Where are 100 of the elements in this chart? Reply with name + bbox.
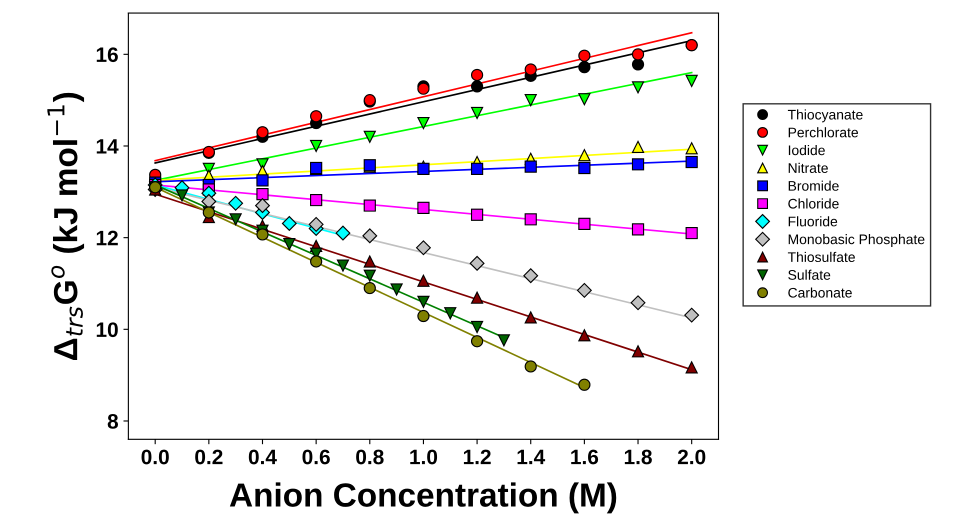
- point: [176, 189, 188, 202]
- y-tick-label: 14: [96, 139, 119, 154]
- point: [578, 149, 590, 162]
- y-tick-label: 10: [96, 322, 118, 338]
- point: [310, 255, 322, 268]
- legend-label: Thiocyanate: [788, 109, 863, 122]
- legend-label: Nitrate: [788, 162, 828, 173]
- point: [364, 270, 376, 282]
- point: [684, 308, 700, 323]
- point: [390, 283, 403, 296]
- legend-label: Chloride: [788, 198, 839, 209]
- legend-label: Fluoride: [788, 216, 838, 226]
- point: [632, 140, 644, 154]
- point: [686, 226, 698, 240]
- point: [578, 378, 590, 391]
- point: [632, 345, 644, 358]
- point: [336, 260, 350, 272]
- point: [310, 194, 322, 206]
- point: [578, 50, 590, 62]
- legend-label: Carbonate: [788, 287, 852, 298]
- point: [364, 282, 376, 294]
- legend-label: Bromide: [788, 180, 839, 191]
- point: [228, 196, 244, 211]
- point: [524, 94, 537, 106]
- point: [686, 361, 698, 374]
- point: [362, 228, 378, 244]
- point: [470, 335, 484, 348]
- point: [256, 228, 269, 241]
- legend-label: Thiosulfate: [788, 252, 855, 262]
- point: [417, 296, 430, 308]
- point: [578, 61, 590, 74]
- point: [470, 162, 484, 176]
- point: [524, 63, 537, 76]
- point: [416, 240, 431, 256]
- point: [444, 307, 456, 320]
- point: [470, 208, 484, 221]
- x-tick-label: 0.6: [302, 450, 330, 464]
- point: [283, 238, 296, 250]
- x-tick-label: 0.4: [248, 450, 277, 464]
- point: [256, 188, 269, 200]
- point: [686, 142, 698, 154]
- point: [417, 310, 430, 322]
- legend-label: Sulfate: [788, 270, 830, 280]
- point: [523, 268, 538, 284]
- point: [632, 158, 644, 170]
- point: [256, 126, 269, 138]
- point: [364, 130, 376, 143]
- x-tick-label: 0.2: [195, 450, 222, 464]
- point: [578, 218, 590, 230]
- x-axis-title: Anion Concentration (M): [230, 482, 616, 514]
- x-tick-label: 1.6: [571, 450, 598, 464]
- y-tick-label: 16: [96, 47, 118, 62]
- point: [524, 213, 537, 226]
- x-tick-label: 1.4: [518, 450, 546, 464]
- point: [417, 274, 430, 287]
- point: [470, 292, 484, 304]
- point: [364, 255, 376, 268]
- point: [470, 256, 485, 271]
- point: [578, 162, 590, 174]
- point: [417, 82, 430, 95]
- point: [632, 81, 644, 94]
- x-tick-label: 0.8: [356, 450, 384, 464]
- point: [686, 156, 698, 168]
- point: [230, 213, 242, 226]
- point: [417, 162, 430, 176]
- point: [578, 329, 590, 342]
- point: [417, 202, 430, 214]
- point: [310, 140, 322, 152]
- point: [630, 295, 646, 310]
- point: [336, 226, 350, 240]
- point: [255, 198, 270, 213]
- x-tick-label: 1.0: [410, 450, 438, 464]
- x-tick-label: 2.0: [678, 450, 706, 464]
- point: [524, 360, 537, 373]
- point: [632, 48, 644, 60]
- point: [308, 216, 324, 232]
- point: [256, 174, 269, 186]
- point: [470, 80, 484, 93]
- y-axis-title: Δ$_{trs}$G$^{o}$ (kJ mol$^{−1}$): [47, 92, 84, 360]
- x-tick-label: 0.0: [142, 450, 169, 464]
- point: [632, 223, 644, 236]
- point: [364, 199, 376, 212]
- point: [282, 216, 297, 231]
- point: [417, 116, 430, 130]
- point: [470, 106, 484, 120]
- point: [470, 68, 484, 82]
- y-tick-label: 12: [96, 230, 118, 246]
- legend-label: Monobasic Phosphate: [788, 234, 924, 247]
- point: [576, 282, 592, 298]
- point: [498, 334, 510, 346]
- legend-label: Iodide: [788, 144, 825, 156]
- x-tick-label: 1.2: [464, 450, 491, 464]
- point: [310, 110, 322, 122]
- point: [578, 93, 590, 106]
- legend-label: Perchlorate: [788, 127, 858, 138]
- point: [524, 160, 537, 173]
- point: [470, 320, 484, 334]
- y-tick-label: 8: [108, 414, 118, 429]
- point: [686, 74, 698, 88]
- x-tick-label: 1.8: [624, 450, 652, 464]
